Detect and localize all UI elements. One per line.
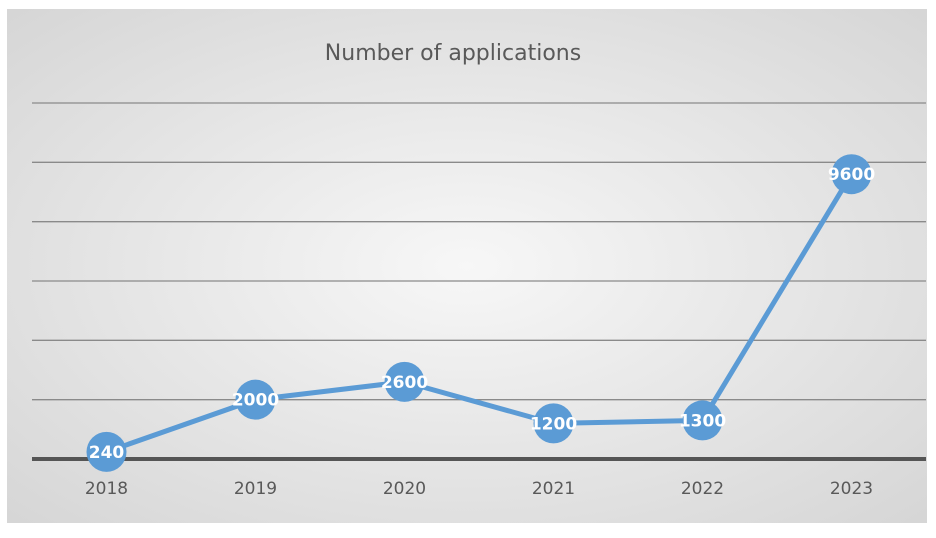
data-point	[831, 154, 872, 195]
chart-background	[7, 9, 927, 523]
data-line	[105, 172, 854, 455]
data-point	[384, 361, 425, 402]
x-tick-label: 2018	[85, 479, 128, 499]
data-label: 2000	[232, 391, 279, 411]
x-tick-label: 2022	[681, 479, 724, 499]
x-tick-label: 2021	[532, 479, 575, 499]
x-tick-label: 2023	[830, 479, 873, 499]
data-label: 2600	[381, 373, 428, 393]
x-tick-label: 2019	[234, 479, 277, 499]
data-point	[533, 403, 574, 444]
data-point	[682, 400, 723, 441]
data-point	[86, 431, 127, 472]
data-label: 1300	[679, 411, 726, 431]
data-label: 1200	[530, 414, 577, 434]
data-label: 240	[89, 443, 125, 463]
data-point	[235, 379, 276, 420]
data-label: 9600	[828, 165, 875, 185]
x-tick-label: 2020	[383, 479, 426, 499]
chart-title: Number of applications	[325, 41, 581, 66]
